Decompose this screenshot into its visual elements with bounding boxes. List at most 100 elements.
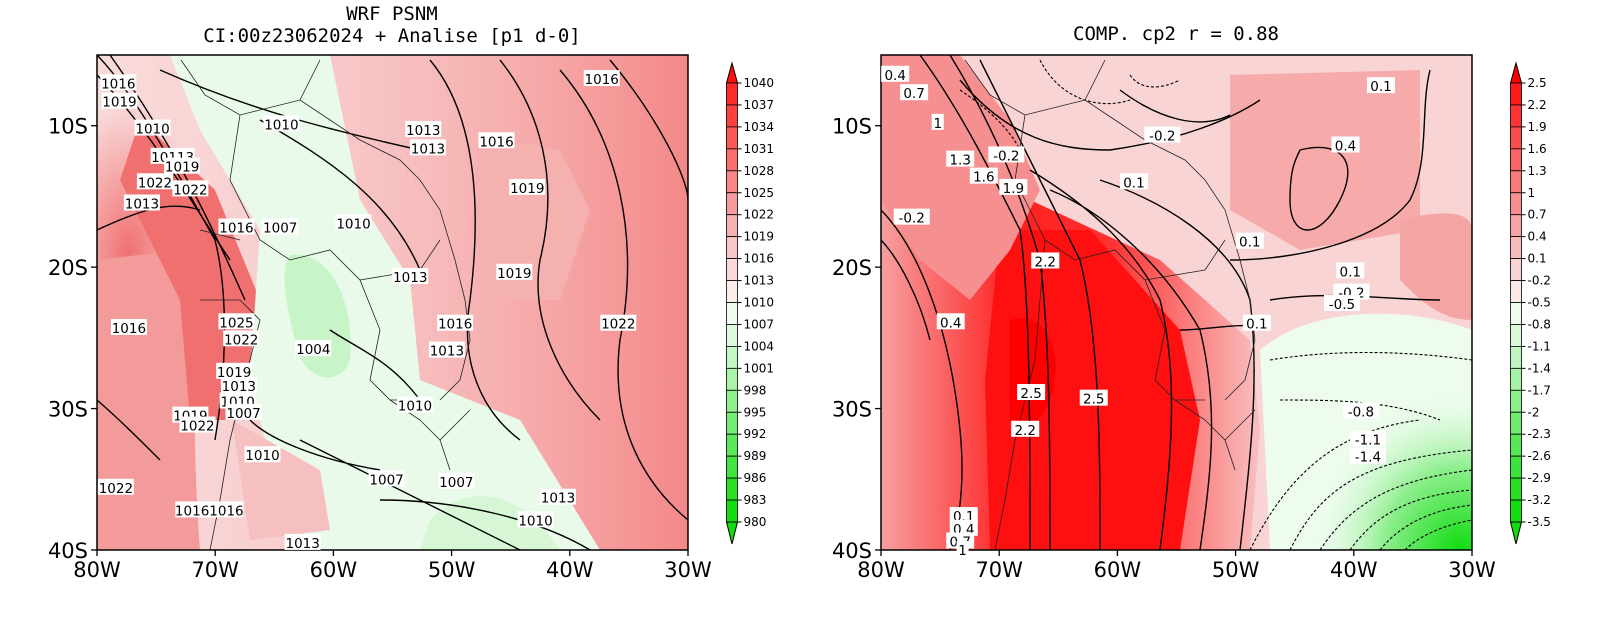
contour-label: 1022 xyxy=(180,419,214,435)
contour-label-bg xyxy=(949,519,978,536)
left-colorbar: 1040 1037 1034 1031 1028 1025 1022 1019 1016 1013… xyxy=(725,61,775,545)
contour-label: -0.2 xyxy=(993,148,1019,164)
right-composite-field xyxy=(881,55,1472,550)
contour-label: 1010 xyxy=(398,399,432,415)
contour-label: -0.2 xyxy=(1149,129,1175,145)
left-contour-labels: 1016101910101010101310131016101610113101… xyxy=(97,70,637,552)
contour-label: 1013 xyxy=(541,491,575,507)
colorbar-label: 1001 xyxy=(744,361,775,375)
colorbar-label: -2.6 xyxy=(1528,449,1551,463)
contour-label: 2.5 xyxy=(1020,386,1041,402)
colorbar-label: 1016 xyxy=(744,252,775,266)
contour-label-bg xyxy=(969,167,998,184)
colorbar-label: -0.5 xyxy=(1528,296,1551,310)
contour-label: 2.2 xyxy=(1035,254,1056,270)
contour-label-bg xyxy=(1331,136,1360,153)
x-tick-label: 80W xyxy=(73,558,121,582)
contour-label-bg xyxy=(881,65,910,82)
right-x-axis: 80W 70W 60W 50W 40W 30W xyxy=(857,550,1496,582)
contour-label: 1007 xyxy=(263,221,297,237)
colorbar-label: 1004 xyxy=(744,339,775,353)
colorbar-segment xyxy=(1510,433,1522,457)
y-tick-label: 30S xyxy=(48,398,88,422)
contour-label: 1.3 xyxy=(949,153,970,169)
contour-label-bg xyxy=(335,214,372,231)
contour-label-bg xyxy=(517,511,554,528)
right-y-axis: 10S 20S 30S 40S xyxy=(832,115,881,563)
contour-label: 1016 xyxy=(585,72,619,88)
contour-label-bg xyxy=(218,218,255,235)
contour-label-bg xyxy=(295,340,332,357)
left-y-axis: 10S 20S 30S 40S xyxy=(48,115,97,563)
contour-label-bg xyxy=(583,70,620,87)
colorbar-label: 980 xyxy=(744,515,767,529)
contour-label: 1010 xyxy=(336,216,370,232)
contour-label-bg xyxy=(893,208,930,225)
x-tick-label: 30W xyxy=(664,558,712,582)
colorbar-label: -0.2 xyxy=(1528,274,1551,288)
y-tick-label: 10S xyxy=(48,115,88,139)
colorbar-segment xyxy=(1510,258,1522,281)
contour-label: 1004 xyxy=(296,342,330,358)
contour-label-bg xyxy=(1011,420,1040,437)
x-tick-label: 70W xyxy=(975,558,1023,582)
contour-label: 1010 xyxy=(264,117,298,133)
colorbar-label: 1013 xyxy=(744,274,775,288)
contour-label: 0.1 xyxy=(1246,317,1267,333)
contour-label-bg xyxy=(936,313,965,330)
colorbar-label: 0.4 xyxy=(1528,230,1547,244)
colorbar-label: 998 xyxy=(744,383,767,397)
contour-label-bg xyxy=(900,84,929,101)
colorbar-segment xyxy=(726,82,738,106)
x-tick-label: 60W xyxy=(310,558,358,582)
colorbar-segment xyxy=(726,192,738,216)
contour-label: 0.4 xyxy=(1335,139,1356,155)
contour-label-bg xyxy=(1349,430,1386,447)
contour-label-bg xyxy=(225,403,262,420)
contour-label: -0.5 xyxy=(1329,297,1355,313)
left-x-axis: 80W 70W 60W 50W 40W 30W xyxy=(73,550,712,582)
contour-label-bg xyxy=(1235,232,1264,249)
contour-label: 2.5 xyxy=(1083,392,1104,408)
colorbar-segment xyxy=(726,367,738,391)
colorbar-top-arrow xyxy=(725,61,739,84)
contour-label-bg xyxy=(1366,77,1395,94)
contour-label-bg xyxy=(438,473,475,490)
colorbar-label: 1025 xyxy=(744,186,775,200)
colorbar-segment xyxy=(1510,148,1522,172)
contour-label-bg xyxy=(1242,314,1271,331)
contour-label-bg xyxy=(1119,173,1148,190)
y-tick-label: 20S xyxy=(48,256,88,280)
right-title: COMP. cp2 r = 0.88 xyxy=(1073,23,1279,45)
colorbar-label: 1007 xyxy=(744,317,775,331)
contour-label: 1019 xyxy=(510,181,544,197)
colorbar-label: 2.2 xyxy=(1528,98,1547,112)
contour-label: 1 xyxy=(958,543,967,559)
colorbar-segment xyxy=(726,170,738,194)
colorbar-label: 1031 xyxy=(744,142,775,156)
colorbar-label: 1037 xyxy=(744,98,775,112)
colorbar-label: 1034 xyxy=(744,120,775,134)
x-tick-label: 70W xyxy=(191,558,239,582)
contour-label: 1016 xyxy=(101,76,135,92)
colorbar-segment xyxy=(1510,170,1522,194)
colorbar-segment xyxy=(1510,324,1522,347)
colorbar-label: 986 xyxy=(744,471,767,485)
colorbar-segment xyxy=(1510,389,1522,413)
contour-label: 1013 xyxy=(406,123,440,139)
contour-label: 1022 xyxy=(173,182,207,198)
contour-label-bg xyxy=(1323,294,1360,311)
contour-label-bg xyxy=(97,478,134,495)
contour-label-bg xyxy=(931,113,944,130)
contour-label: 1013 xyxy=(285,536,319,552)
contour-label-bg xyxy=(428,341,465,358)
colorbar-segment xyxy=(726,302,738,325)
contour-label-bg xyxy=(1342,402,1379,419)
contour-label: 2.2 xyxy=(1014,423,1035,439)
contour-label: 1019 xyxy=(217,365,251,381)
contour-label-bg xyxy=(216,362,253,379)
colorbar-label: 0.1 xyxy=(1528,252,1547,266)
contour-label: 1007 xyxy=(226,406,260,422)
contour-label: 1019 xyxy=(102,95,136,111)
